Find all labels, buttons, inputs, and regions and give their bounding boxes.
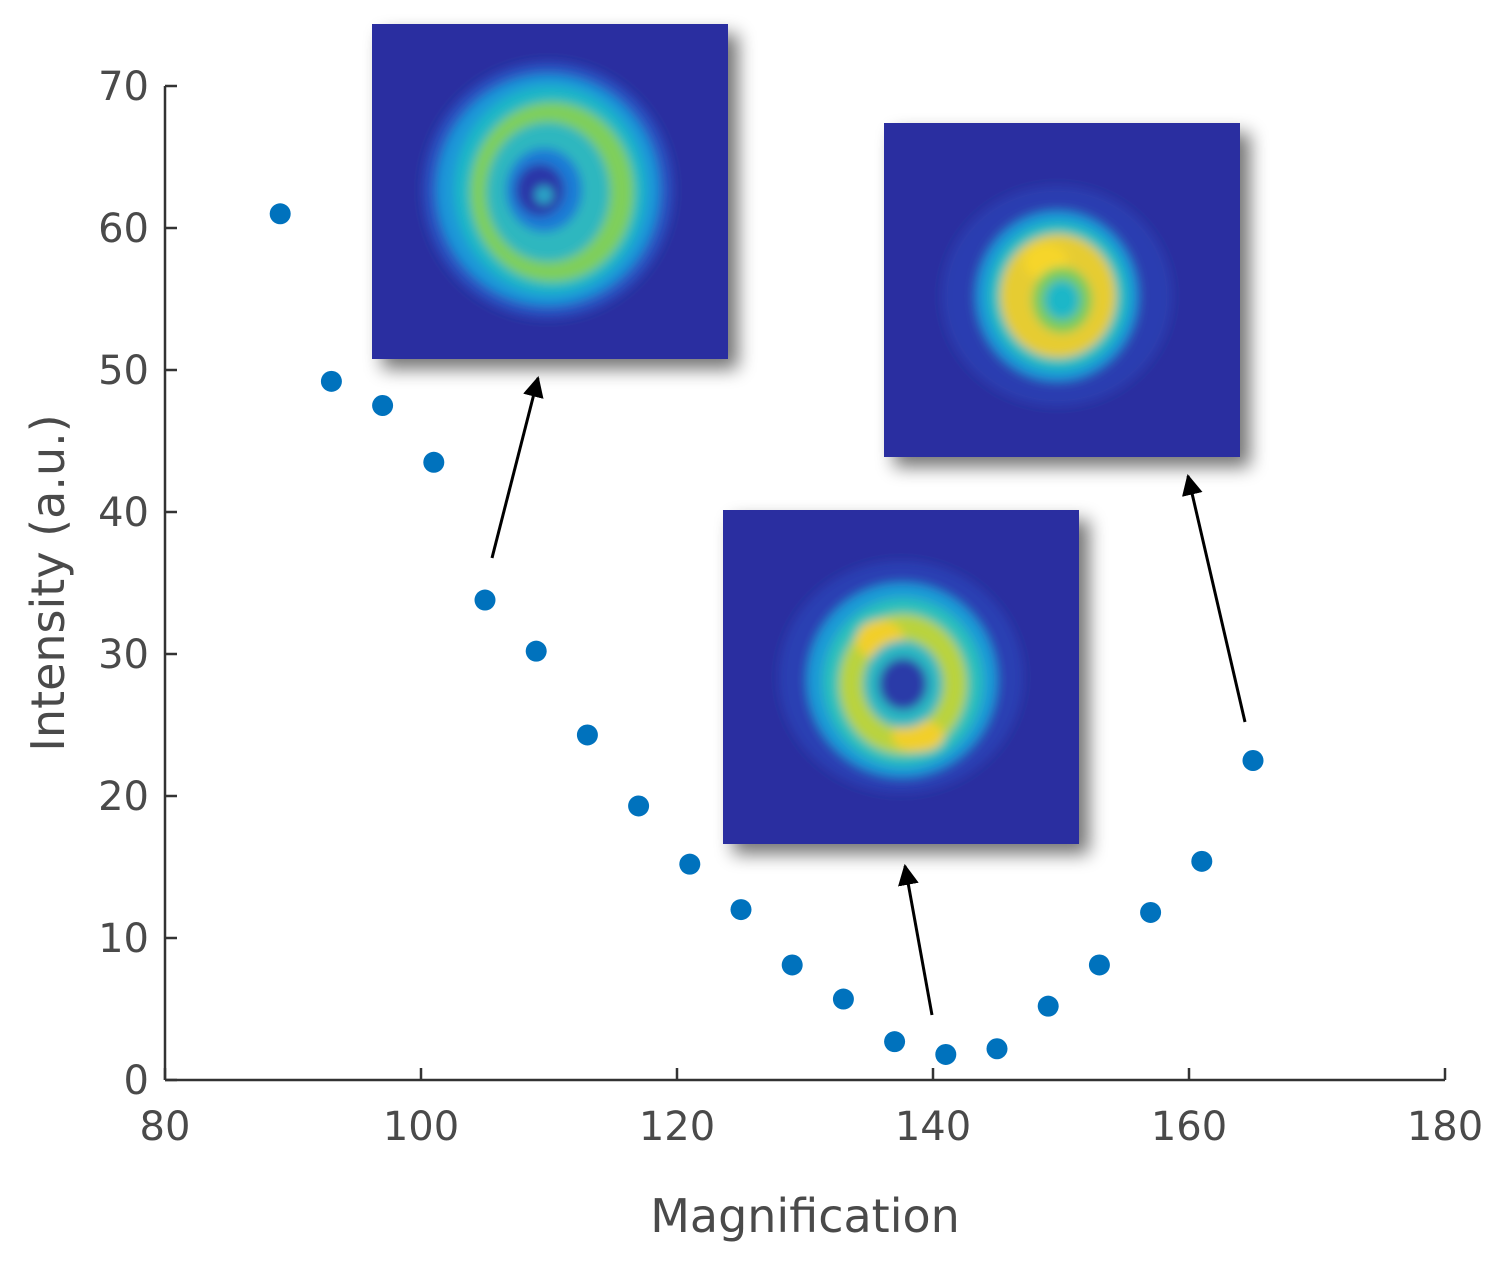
data-point (576, 724, 598, 746)
data-point (935, 1043, 957, 1065)
x-tick-label: 120 (639, 1104, 715, 1150)
data-point (1037, 995, 1059, 1017)
data-point (525, 640, 547, 662)
data-point (269, 203, 291, 225)
y-tick-label: 0 (124, 1058, 149, 1104)
data-point (320, 370, 342, 392)
x-tick-label: 80 (140, 1104, 191, 1150)
y-tick-label: 60 (98, 206, 149, 252)
inset-image-1 (372, 24, 728, 359)
data-point (781, 954, 803, 976)
data-points (269, 203, 1264, 1065)
inset-image-3 (723, 510, 1079, 844)
y-tick-label: 50 (98, 348, 149, 394)
y-axis-title: Intensity (a.u.) (21, 414, 75, 751)
arrow-3 (1182, 473, 1247, 723)
data-point (1140, 901, 1162, 923)
axes: 80 100 120 140 160 180 0 10 20 30 40 50 60 70 (98, 64, 1483, 1150)
x-tick-label: 180 (1407, 1104, 1483, 1150)
x-tick-label: 140 (895, 1104, 971, 1150)
y-tick-label: 70 (98, 64, 149, 110)
data-point (372, 395, 394, 416)
arrow-2 (898, 863, 934, 1016)
x-tick-label: 100 (383, 1104, 459, 1150)
data-point (1088, 954, 1110, 976)
data-point (986, 1038, 1008, 1060)
data-point (423, 451, 445, 473)
y-tick-label: 30 (98, 632, 149, 678)
x-tick-label: 160 (1151, 1104, 1227, 1150)
data-point (1242, 750, 1264, 771)
y-tick-label: 10 (98, 916, 149, 962)
data-point (884, 1031, 906, 1053)
arrow-1 (490, 375, 544, 559)
data-point (679, 853, 701, 875)
y-tick-label: 20 (98, 774, 149, 820)
data-point (628, 795, 650, 817)
x-axis-title: Magnification (650, 1189, 960, 1243)
data-point (1191, 850, 1213, 872)
x-ticks: 80 100 120 140 160 180 (140, 1068, 1483, 1150)
data-point (474, 589, 496, 611)
y-ticks: 0 10 20 30 40 50 60 70 (98, 64, 177, 1104)
data-point (832, 988, 854, 1010)
y-tick-label: 40 (98, 490, 149, 536)
inset-image-2 (884, 123, 1240, 457)
data-point (730, 899, 752, 921)
